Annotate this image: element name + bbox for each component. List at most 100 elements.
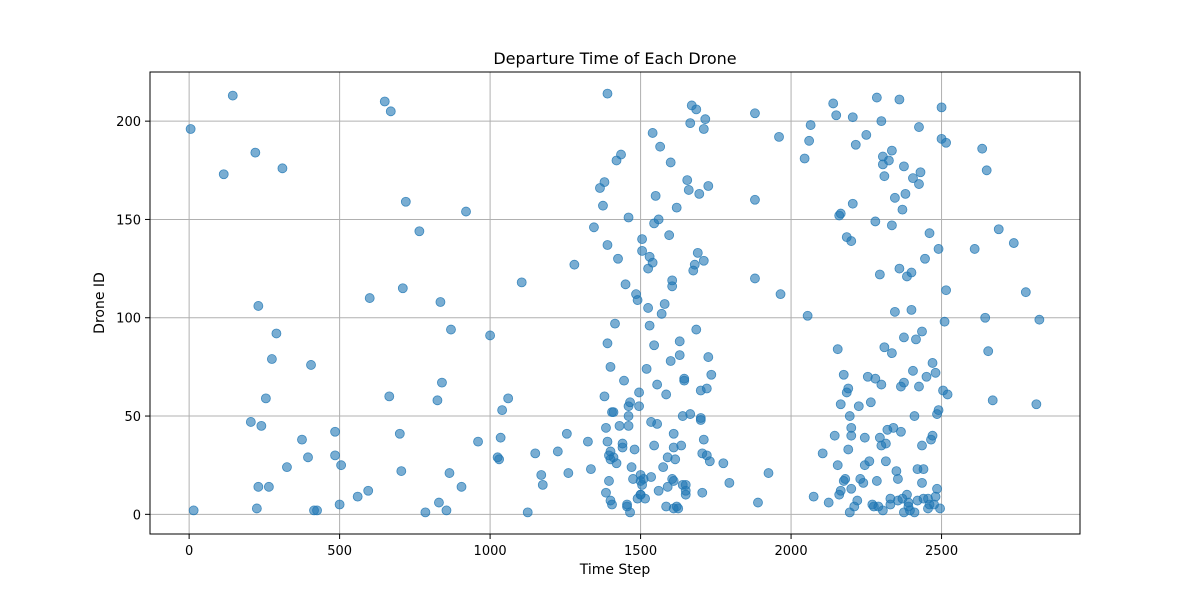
data-point xyxy=(256,420,267,431)
data-point xyxy=(879,342,890,353)
data-point xyxy=(763,468,774,478)
data-point xyxy=(933,244,944,254)
data-point xyxy=(808,491,819,502)
data-point xyxy=(939,316,950,327)
data-point xyxy=(930,491,941,502)
data-point xyxy=(601,487,611,498)
data-point xyxy=(668,428,679,439)
data-point xyxy=(432,395,443,406)
data-point xyxy=(917,477,927,488)
x-tick-label: 0 xyxy=(185,544,193,559)
data-point xyxy=(611,458,622,469)
data-point xyxy=(930,367,941,378)
data-point xyxy=(911,334,921,345)
data-point xyxy=(920,253,930,264)
data-point xyxy=(653,214,664,225)
data-point xyxy=(641,363,652,374)
data-point xyxy=(817,448,828,459)
data-point xyxy=(883,155,894,166)
data-point xyxy=(303,452,313,463)
data-point xyxy=(649,440,660,451)
data-point xyxy=(379,96,390,107)
data-point xyxy=(914,179,924,189)
data-point xyxy=(844,411,855,421)
data-point xyxy=(552,446,563,457)
data-point xyxy=(608,407,619,418)
data-point xyxy=(706,369,717,380)
data-point xyxy=(753,497,763,508)
data-point xyxy=(674,350,685,360)
data-point xyxy=(877,505,888,516)
data-point xyxy=(414,226,425,237)
data-point xyxy=(876,379,887,390)
data-point xyxy=(665,356,676,366)
data-point xyxy=(941,137,951,148)
data-point xyxy=(750,108,760,119)
data-point xyxy=(623,411,634,421)
data-point xyxy=(589,222,599,233)
data-point xyxy=(503,393,514,404)
data-point xyxy=(893,474,903,484)
data-point xyxy=(903,497,914,508)
data-point xyxy=(607,499,617,510)
data-point xyxy=(271,328,282,339)
data-point xyxy=(917,326,927,337)
data-point xyxy=(253,481,264,492)
data-point xyxy=(691,104,702,115)
data-point xyxy=(494,454,505,465)
data-point xyxy=(652,419,663,429)
data-point xyxy=(644,320,655,331)
data-point xyxy=(218,169,229,180)
data-point xyxy=(485,330,495,341)
data-point xyxy=(637,246,647,256)
data-point xyxy=(897,204,908,215)
data-point xyxy=(632,295,643,305)
data-point xyxy=(598,200,608,211)
data-point xyxy=(987,395,998,406)
data-point xyxy=(599,391,610,402)
data-point xyxy=(650,190,661,201)
data-point xyxy=(602,436,613,447)
data-point xyxy=(831,110,842,121)
data-point xyxy=(977,143,988,154)
data-point xyxy=(680,489,691,500)
grid xyxy=(150,72,1080,534)
data-point xyxy=(685,118,696,129)
data-point xyxy=(599,177,610,187)
data-point xyxy=(900,188,911,199)
y-tick-label: 200 xyxy=(116,115,141,130)
x-axis-ticks: 0 500 1000 1500 2000 2500 xyxy=(185,534,958,559)
data-point xyxy=(917,440,927,451)
data-point xyxy=(915,167,926,178)
data-point xyxy=(602,338,613,349)
data-point xyxy=(614,420,625,431)
data-point xyxy=(847,112,858,123)
data-point xyxy=(616,149,626,160)
x-tick-label: 2000 xyxy=(775,544,808,559)
data-point xyxy=(397,283,408,294)
data-point xyxy=(829,430,840,441)
data-point xyxy=(838,369,849,380)
data-point xyxy=(610,318,620,329)
data-point xyxy=(473,436,483,447)
data-point xyxy=(888,422,899,433)
data-point xyxy=(805,120,816,130)
data-point xyxy=(703,181,714,191)
data-point xyxy=(330,426,340,437)
data-point xyxy=(843,383,854,394)
data-point xyxy=(846,236,857,246)
data-point xyxy=(828,98,839,109)
data-point xyxy=(245,417,256,427)
data-point xyxy=(384,391,395,402)
data-point xyxy=(880,456,891,467)
data-point xyxy=(330,450,340,461)
data-point xyxy=(185,124,196,134)
data-point xyxy=(804,135,815,146)
data-point xyxy=(537,479,548,490)
data-point xyxy=(312,505,322,516)
data-point xyxy=(613,253,623,264)
data-point xyxy=(890,192,900,203)
data-point xyxy=(852,495,863,506)
x-tick-label: 1500 xyxy=(624,544,657,559)
data-point xyxy=(871,92,882,103)
